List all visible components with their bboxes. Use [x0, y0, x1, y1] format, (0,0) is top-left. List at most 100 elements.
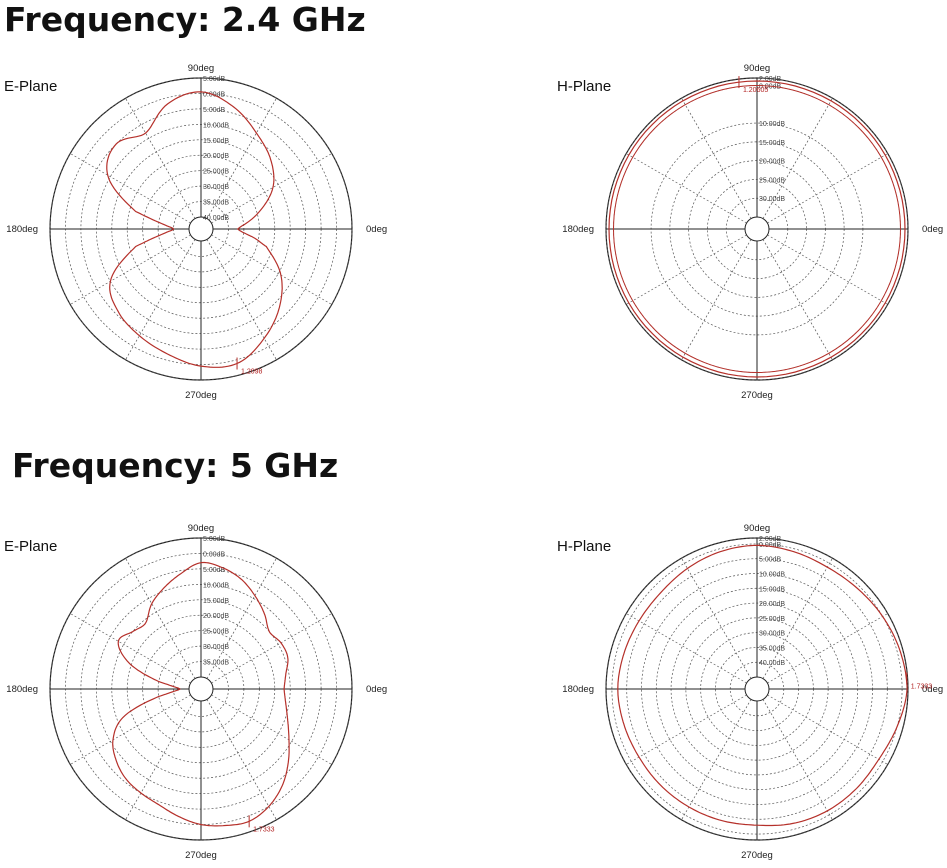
angle-label-180deg: 180deg: [562, 224, 594, 235]
ring-label: 10.00dB: [203, 122, 229, 129]
grid-spoke: [681, 239, 752, 360]
marker-label: 1.7333: [911, 684, 933, 691]
ring-label: 15.00dB: [203, 598, 229, 605]
reference-ring: [613, 85, 901, 373]
grid-spoke: [762, 558, 833, 679]
angle-label-270deg: 270deg: [185, 850, 217, 861]
ring-label: 30.00dB: [203, 644, 229, 651]
plane-label: E-Plane: [4, 78, 57, 95]
grid-spoke: [767, 234, 888, 305]
ring-label: 20.00dB: [759, 601, 785, 608]
ring-label: 10.00dB: [759, 121, 785, 128]
ring-label: 20.00dB: [203, 613, 229, 620]
angle-label-270deg: 270deg: [741, 850, 773, 861]
angle-label-90deg: 90deg: [744, 63, 770, 74]
grid-spoke: [70, 234, 191, 305]
angle-label-90deg: 90deg: [188, 63, 214, 74]
grid-spoke: [211, 694, 332, 765]
grid-spoke: [626, 694, 747, 765]
ring-label: 15.00dB: [759, 140, 785, 147]
grid-spoke: [125, 699, 196, 820]
angle-label-0deg: 0deg: [366, 224, 387, 235]
ring-label: 35.00dB: [203, 660, 229, 667]
ring-label: 40.00dB: [203, 215, 229, 222]
marker-label: 1.2098: [241, 369, 263, 376]
grid-spoke: [762, 239, 833, 360]
grid-spoke: [211, 613, 332, 684]
grid-spoke: [206, 239, 277, 360]
plane-label: H-Plane: [557, 78, 611, 95]
ring-label: 35.00dB: [759, 645, 785, 652]
angle-label-270deg: 270deg: [185, 390, 217, 401]
pattern-series-1: [112, 561, 290, 827]
grid-spoke: [767, 153, 888, 224]
angle-label-0deg: 0deg: [922, 224, 943, 235]
ring-label: 0.00dB: [203, 551, 226, 558]
plane-label: H-Plane: [557, 538, 611, 555]
grid-spoke: [125, 98, 196, 219]
grid-spoke: [681, 98, 752, 219]
pattern-series-1: [617, 544, 908, 827]
marker-label: 1.7333: [253, 826, 275, 833]
marker-label: 1.20605: [743, 87, 768, 94]
angle-label-180deg: 180deg: [562, 684, 594, 695]
grid-spoke: [206, 98, 277, 219]
ring-label: 25.00dB: [203, 169, 229, 176]
grid-spoke: [626, 234, 747, 305]
ring-label: 15.00dB: [759, 586, 785, 593]
polar-chart-1: 5.00dB0.00dB5.00dB10.00dB15.00dB20.00dB2…: [4, 63, 387, 401]
polar-chart-3: 5.00dB 0.00dB 5.00dB 10.00dB 15.00dB 20.00dB 2…: [4, 523, 387, 861]
ring-label: 40.00dB: [759, 660, 785, 667]
ring-label: 5.00dB: [203, 536, 226, 543]
angle-label-270deg: 270deg: [741, 390, 773, 401]
ring-label: 30.00dB: [759, 196, 785, 203]
ring-label: 5.00dB: [203, 107, 226, 114]
grid-spoke: [125, 239, 196, 360]
ring-label: 20.00dB: [203, 153, 229, 160]
ring-label: 35.00dB: [203, 200, 229, 207]
ring-label: 25.00dB: [759, 177, 785, 184]
grid-spoke: [681, 699, 752, 820]
ring-label: 5.00dB: [759, 557, 782, 564]
ring-label: 2.00dB: [759, 76, 782, 83]
frequency-title-2-4ghz: Frequency: 2.4 GHz: [4, 0, 366, 39]
grid-spoke: [626, 613, 747, 684]
ring-label: 15.00dB: [203, 138, 229, 145]
grid-spoke: [626, 153, 747, 224]
grid-spoke: [681, 558, 752, 679]
ring-label: 20.00dB: [759, 159, 785, 166]
ring-label: 5.00dB: [203, 76, 226, 83]
pattern-series-1: [608, 80, 906, 378]
ring-label: 30.00dB: [203, 184, 229, 191]
ring-label: 0.00dB: [759, 84, 782, 91]
grid-spoke: [206, 699, 277, 820]
angle-label-90deg: 90deg: [188, 523, 214, 534]
grid-spoke: [767, 613, 888, 684]
center-hole: [744, 216, 770, 242]
ring-label: 30.00dB: [759, 631, 785, 638]
grid-spoke: [211, 153, 332, 224]
ring-label: 10.00dB: [759, 571, 785, 578]
ring-label: 2.00dB: [759, 536, 782, 543]
grid-spoke: [70, 694, 191, 765]
ring-label: 25.00dB: [203, 629, 229, 636]
plane-label: E-Plane: [4, 538, 57, 555]
ring-label: 0.00dB: [759, 542, 782, 549]
grid-spoke: [762, 98, 833, 219]
angle-label-180deg: 180deg: [6, 684, 38, 695]
pattern-series-1: [106, 91, 283, 368]
ring-label: 5.00dB: [203, 567, 226, 574]
angle-label-180deg: 180deg: [6, 224, 38, 235]
angle-label-90deg: 90deg: [744, 523, 770, 534]
ring-label: 10.00dB: [203, 582, 229, 589]
frequency-title-5ghz: Frequency: 5 GHz: [12, 446, 339, 485]
grid-spoke: [70, 153, 191, 224]
grid-spoke: [762, 699, 833, 820]
ring-label: 25.00dB: [759, 616, 785, 623]
center-hole: [744, 676, 770, 702]
grid-spoke: [206, 558, 277, 679]
center-hole: [188, 676, 214, 702]
